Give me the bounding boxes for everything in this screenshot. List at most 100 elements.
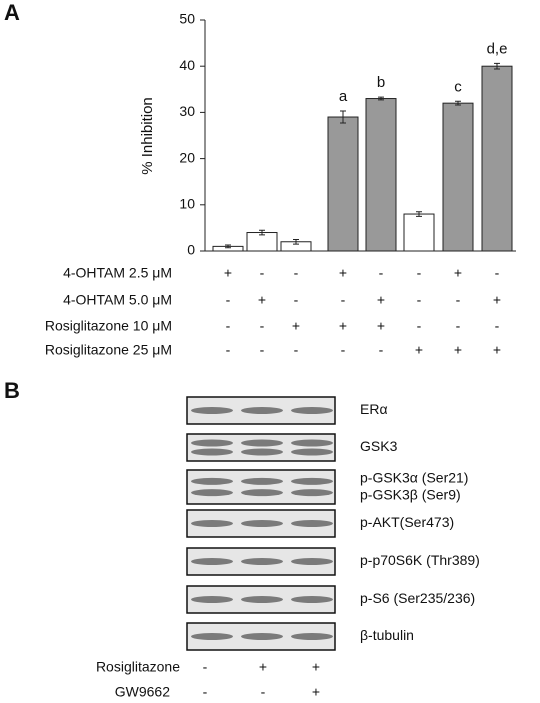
y-tick-label: 40 — [179, 57, 195, 73]
error-bar — [416, 211, 422, 217]
treatment-sign: + — [312, 684, 320, 700]
treatment-label: Rosiglitazone — [96, 659, 180, 675]
y-tick-label: 30 — [179, 103, 195, 119]
treatment-sign: + — [339, 318, 347, 334]
blot-label: ERα — [360, 401, 388, 417]
treatment-sign: - — [417, 318, 422, 334]
blot-band — [291, 596, 333, 603]
treatment-sign: - — [417, 292, 422, 308]
error-bar — [340, 110, 346, 124]
blot-band — [241, 489, 283, 497]
treatment-sign: - — [226, 342, 231, 358]
blot-frame — [186, 469, 336, 505]
bar — [403, 213, 435, 252]
treatment-sign: - — [203, 659, 208, 675]
treatment-sign: - — [203, 684, 208, 700]
treatment-sign: - — [260, 318, 265, 334]
treatment-sign: - — [495, 318, 500, 334]
blot-label: GSK3 — [360, 438, 398, 454]
y-tick-label: 10 — [179, 196, 195, 212]
treatment-sign: - — [294, 342, 299, 358]
blot-band — [291, 520, 333, 527]
blot-band — [191, 596, 233, 603]
blot-band — [291, 558, 333, 565]
error-bar — [259, 229, 265, 236]
treatment-sign: + — [493, 342, 501, 358]
bar-annotation: d,e — [487, 40, 508, 57]
treatment-sign: - — [260, 265, 265, 281]
error-bar — [455, 100, 461, 106]
treatment-sign: - — [417, 265, 422, 281]
blot-band — [191, 439, 233, 447]
y-axis-label: % Inhibition — [139, 97, 156, 175]
treatment-sign: - — [294, 265, 299, 281]
treatment-sign: - — [226, 318, 231, 334]
treatment-sign: + — [415, 342, 423, 358]
treatment-sign: + — [312, 659, 320, 675]
blot-band — [291, 477, 333, 485]
blot-band — [241, 558, 283, 565]
y-tick-label: 0 — [187, 242, 195, 258]
treatment-sign: + — [454, 265, 462, 281]
blot-label: p-p70S6K (Thr389) — [360, 552, 480, 568]
treatment-sign: - — [341, 342, 346, 358]
blot-band — [191, 633, 233, 640]
panel-label: B — [4, 378, 20, 403]
blot-band — [191, 448, 233, 456]
error-bar — [293, 238, 299, 245]
treatment-sign: + — [454, 342, 462, 358]
blot-band — [291, 633, 333, 640]
blot-label: p-GSK3α (Ser21) — [360, 470, 468, 486]
bar — [327, 116, 359, 252]
blot-band — [241, 633, 283, 640]
blot-band — [291, 448, 333, 456]
blot-band — [191, 407, 233, 414]
treatment-sign: + — [258, 292, 266, 308]
blot-band — [241, 596, 283, 603]
error-bar — [378, 96, 384, 101]
treatment-sign: - — [379, 342, 384, 358]
blot-band — [291, 489, 333, 497]
treatment-sign: - — [379, 265, 384, 281]
treatment-sign: - — [261, 684, 266, 700]
treatment-sign: + — [339, 265, 347, 281]
blot-band — [191, 489, 233, 497]
blot-band — [241, 520, 283, 527]
treatment-sign: - — [456, 292, 461, 308]
blot-label: p-AKT(Ser473) — [360, 514, 454, 530]
treatment-sign: - — [226, 292, 231, 308]
blot-band — [241, 448, 283, 456]
blot-band — [241, 477, 283, 485]
blot-band — [241, 439, 283, 447]
blot-label: p-GSK3β (Ser9) — [360, 487, 461, 503]
treatment-label: 4-OHTAM 5.0 μM — [63, 292, 172, 308]
treatment-label: GW9662 — [115, 684, 170, 700]
blot-label: β-tubulin — [360, 627, 414, 643]
treatment-sign: + — [377, 318, 385, 334]
treatment-label: Rosiglitazone 10 μM — [45, 318, 172, 334]
bar — [442, 102, 474, 252]
treatment-sign: + — [377, 292, 385, 308]
blot-label: p-S6 (Ser235/236) — [360, 590, 475, 606]
blot-band — [191, 477, 233, 485]
bar-annotation: a — [339, 88, 348, 105]
treatment-sign: - — [341, 292, 346, 308]
blot-band — [291, 439, 333, 447]
bar — [481, 65, 513, 252]
blot-band — [191, 558, 233, 565]
y-tick-label: 20 — [179, 149, 195, 165]
blot-frame — [186, 433, 336, 462]
blot-band — [191, 520, 233, 527]
treatment-sign: - — [495, 265, 500, 281]
y-tick-label: 50 — [179, 11, 195, 27]
treatment-sign: + — [259, 659, 267, 675]
treatment-label: 4-OHTAM 2.5 μM — [63, 265, 172, 281]
blot-band — [291, 407, 333, 414]
error-bar — [494, 62, 500, 70]
bar-annotation: b — [377, 74, 385, 91]
treatment-sign: - — [260, 342, 265, 358]
treatment-sign: - — [294, 292, 299, 308]
bar — [365, 98, 397, 252]
panel-label: A — [4, 0, 20, 25]
